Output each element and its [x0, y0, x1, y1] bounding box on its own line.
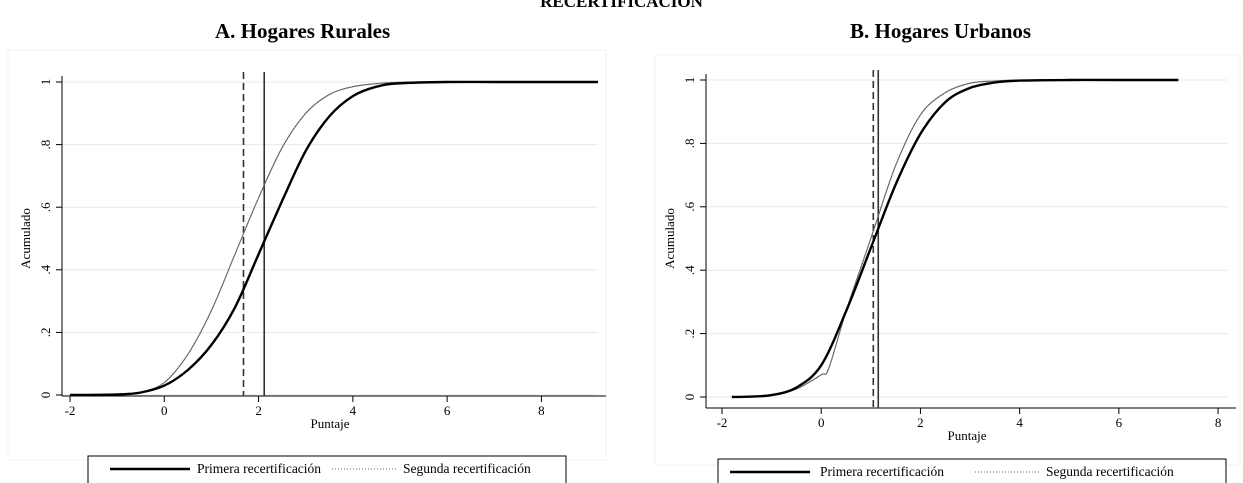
chart-b-legend-label-segunda: Segunda recertificación [1046, 464, 1174, 479]
chart-a-y-tick-label: .6 [38, 202, 53, 212]
chart-b-x-axis-title: Puntaje [948, 428, 987, 443]
chart-b-x-tick-label: 8 [1215, 415, 1222, 430]
chart-a-y-tick-label: 1 [38, 79, 53, 86]
chart-b-y-tick-label: .6 [682, 201, 697, 211]
chart-b-series-segunda-dots [731, 79, 1179, 398]
chart-a-y-axis-title: Acumulado [18, 208, 33, 269]
chart-b-y-tick-label: 0 [682, 394, 697, 401]
chart-a-series-primera [69, 80, 598, 397]
chart-a-x-tick-label: -2 [65, 403, 76, 418]
chart-b-series-segunda [731, 79, 1179, 398]
chart-a-x-tick-label: 2 [255, 403, 262, 418]
chart-b-y-tick-label: .2 [682, 329, 697, 339]
chart-b-x-tick-label: 6 [1116, 415, 1123, 430]
chart-b-y-tick-label: .8 [682, 139, 697, 149]
chart-b-y-tick-label: 1 [682, 77, 697, 84]
chart-a-y-tick-label: 0 [38, 392, 53, 399]
panel-b-title: B. Hogares Urbanos [850, 19, 1032, 43]
chart-a-y-tick-label: .2 [38, 328, 53, 338]
chart-a-x-tick-label: 8 [538, 403, 545, 418]
chart-b-x-tick-label: 2 [917, 415, 924, 430]
chart-b-legend-label-primera: Primera recertificación [820, 464, 944, 479]
chart-a-legend-label-segunda: Segunda recertificación [403, 461, 531, 476]
chart-a-x-tick-label: 0 [161, 403, 168, 418]
chart-b-x-tick-label: 0 [818, 415, 825, 430]
chart-a-series-segunda [69, 81, 598, 396]
chart-b-group: 0 .2 .4 .6 .8 1 -2 0 2 4 6 8 Puntaje Acumulado Primera… [654, 54, 1241, 483]
page-title: RECERTIFICACIÓN [540, 0, 703, 11]
chart-a-y-tick-label: .8 [38, 140, 53, 150]
chart-a-legend-label-primera: Primera recertificación [197, 461, 321, 476]
chart-b-y-tick-label: .4 [682, 265, 697, 275]
chart-b-x-tick-label: -2 [717, 415, 728, 430]
chart-a-x-axis-title: Puntaje [311, 416, 350, 431]
chart-a-group: 0 .2 .4 .6 .8 1 -2 0 2 4 6 8 Puntaje Acumulado Primera… [7, 49, 607, 483]
panel-a-title: A. Hogares Rurales [215, 19, 391, 43]
chart-b-y-axis-title: Acumulado [662, 208, 677, 269]
chart-b-x-tick-label: 4 [1016, 415, 1023, 430]
chart-b-frame [654, 54, 1241, 466]
chart-a-x-tick-label: 6 [444, 403, 451, 418]
chart-a-x-tick-label: 4 [350, 403, 357, 418]
chart-a-series-segunda-dots [69, 81, 598, 396]
chart-a-y-tick-label: .4 [38, 264, 53, 274]
chart-b-series-primera [731, 78, 1179, 399]
